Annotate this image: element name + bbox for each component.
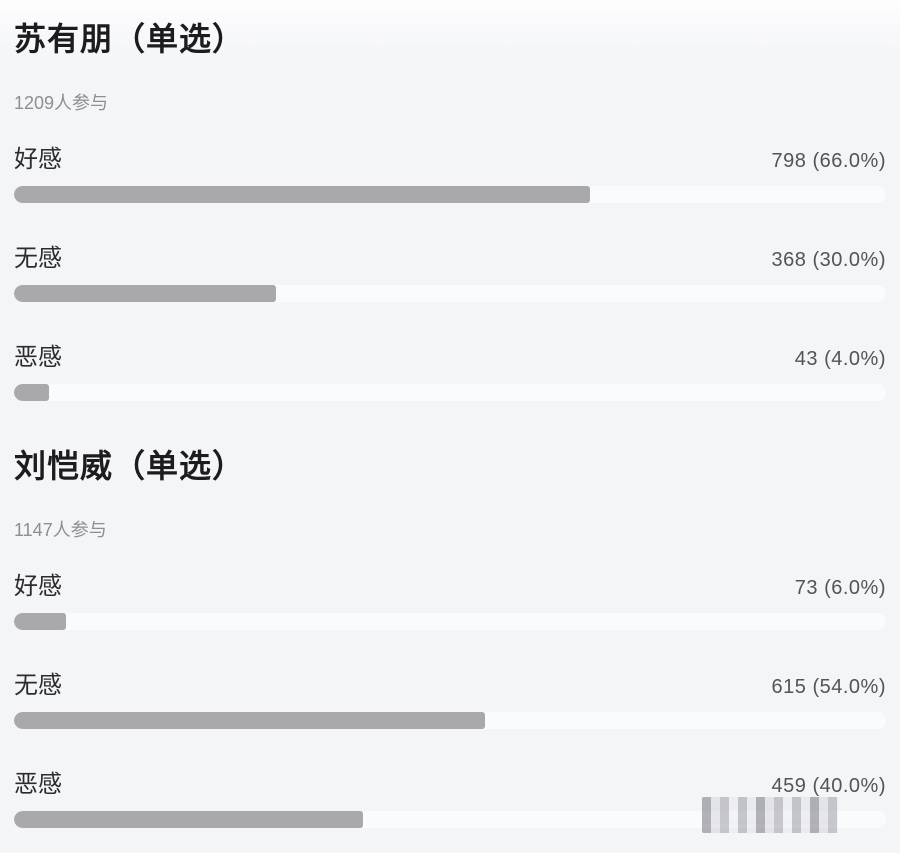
poll-section-2: 刘恺威（单选） 1147人参与 好感 73 (6.0%) 无感 615 (54.… (14, 401, 886, 828)
poll-option-haogan[interactable]: 好感 798 (66.0%) (14, 146, 886, 203)
option-head: 好感 798 (66.0%) (14, 146, 886, 173)
poll-option-egan[interactable]: 恶感 459 (40.0%) (14, 771, 886, 828)
option-label: 好感 (14, 146, 62, 173)
result-bar-fill (14, 384, 49, 401)
option-head: 无感 615 (54.0%) (14, 672, 886, 699)
option-result: 798 (66.0%) (771, 150, 886, 172)
option-result: 459 (40.0%) (771, 775, 886, 797)
result-bar-track (14, 811, 886, 828)
option-head: 好感 73 (6.0%) (14, 573, 886, 600)
poll-title: 苏有朋（单选） (14, 21, 246, 57)
result-bar-track (14, 186, 886, 203)
option-label: 好感 (14, 573, 62, 600)
option-result: 43 (4.0%) (794, 348, 886, 370)
result-bar-track (14, 285, 886, 302)
option-head: 恶感 459 (40.0%) (14, 771, 886, 798)
poll-option-haogan[interactable]: 好感 73 (6.0%) (14, 573, 886, 630)
option-result: 368 (30.0%) (771, 249, 886, 271)
participants-count: 1147人参与 (14, 520, 107, 540)
option-label: 恶感 (14, 344, 62, 371)
result-bar-fill (14, 712, 485, 729)
poll-option-egan[interactable]: 恶感 43 (4.0%) (14, 344, 886, 401)
result-bar-fill (14, 613, 67, 630)
result-bar-track (14, 613, 886, 630)
option-head: 无感 368 (30.0%) (14, 245, 886, 272)
pixelated-watermark (702, 797, 838, 833)
poll-section-1: 苏有朋（单选） 1209人参与 好感 798 (66.0%) 无感 368 (3… (14, 0, 886, 401)
poll-option-wugan[interactable]: 无感 368 (30.0%) (14, 245, 886, 302)
option-label: 恶感 (14, 771, 62, 798)
result-bar-fill (14, 811, 363, 828)
result-bar-track (14, 384, 886, 401)
option-result: 615 (54.0%) (771, 676, 886, 698)
poll-title: 刘恺威（单选） (14, 448, 246, 484)
result-bar-track (14, 712, 886, 729)
option-label: 无感 (14, 245, 62, 272)
option-label: 无感 (14, 672, 62, 699)
result-bar-fill (14, 285, 276, 302)
participants-count: 1209人参与 (14, 93, 109, 113)
result-bar-fill (14, 186, 590, 203)
option-result: 73 (6.0%) (794, 577, 886, 599)
poll-option-wugan[interactable]: 无感 615 (54.0%) (14, 672, 886, 729)
option-head: 恶感 43 (4.0%) (14, 344, 886, 371)
